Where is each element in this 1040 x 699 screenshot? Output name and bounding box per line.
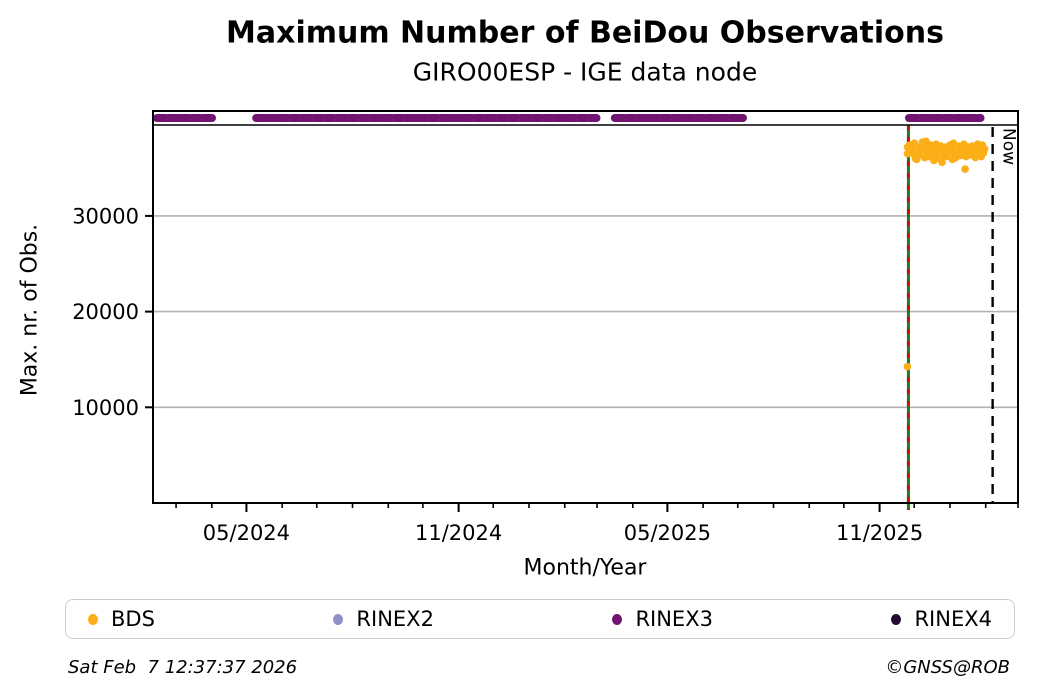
- legend-label-rinex4: RINEX4: [914, 607, 992, 631]
- rinex2-marker-icon: [333, 613, 344, 625]
- chart-legend: BDS RINEX2 RINEX3 RINEX4: [65, 599, 1015, 639]
- legend-item-rinex2: RINEX2: [333, 607, 434, 631]
- x-axis-label: Month/Year: [523, 555, 647, 581]
- x-tick-label: 11/2024: [415, 521, 502, 545]
- chart-plot-area: 10000 20000 30000 05/2024 11/2024 05/2025 11/2…: [72, 110, 1019, 545]
- credit-text: ©GNSS@ROB: [885, 657, 1010, 678]
- y-gridlines: [153, 215, 1018, 409]
- legend-label-rinex2: RINEX2: [356, 607, 434, 631]
- y-tick-label: 30000: [72, 204, 139, 228]
- legend-label-bds: BDS: [111, 607, 155, 631]
- legend-item-rinex3: RINEX3: [612, 607, 713, 631]
- legend-label-rinex3: RINEX3: [635, 607, 713, 631]
- x-tick-label: 11/2025: [836, 521, 923, 545]
- now-line-label: Now: [998, 128, 1019, 166]
- y-tick-label: 10000: [72, 396, 139, 420]
- chart-subtitle: GIRO00ESP - IGE data node: [412, 57, 758, 87]
- plot-frame: [152, 110, 1019, 504]
- rinex3-marker-icon: [612, 613, 623, 625]
- legend-item-rinex4: RINEX4: [891, 607, 992, 631]
- x-axis-ticks: 05/2024 11/2024 05/2025 11/2025: [175, 503, 1019, 545]
- x-tick-label: 05/2024: [203, 521, 290, 545]
- legend-item-bds: BDS: [88, 607, 155, 631]
- y-axis-ticks: 10000 20000 30000: [72, 204, 153, 420]
- rinex4-marker-icon: [891, 613, 902, 625]
- y-tick-label: 20000: [72, 300, 139, 324]
- x-tick-label: 05/2025: [624, 521, 711, 545]
- chart-title: Maximum Number of BeiDou Observations: [226, 15, 944, 51]
- bds-marker-icon: [88, 613, 98, 625]
- plot-timestamp: Sat Feb 7 12:37:37 2026: [68, 657, 298, 678]
- bds-scatter-points: [903, 137, 989, 371]
